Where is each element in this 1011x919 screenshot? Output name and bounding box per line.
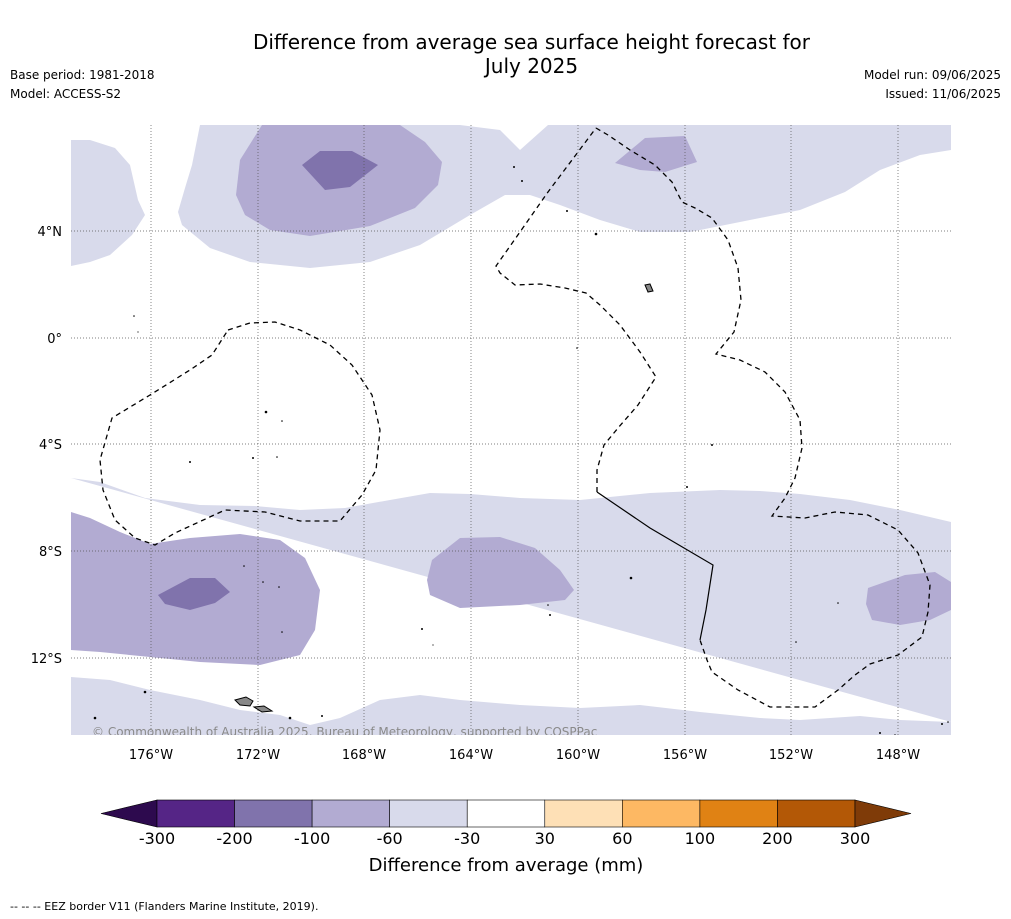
model-run: Model run: 09/06/2025 <box>863 68 1001 82</box>
colorbar-segment <box>311 799 390 828</box>
colorbar-tick-label: 30 <box>535 829 555 848</box>
colorbar-tick-labels: -300 -200 -100 -60 -30 30 60 100 200 300 <box>139 829 870 848</box>
lat-label-0: 0° <box>47 332 62 347</box>
colorbar-tick-label: -60 <box>377 829 403 848</box>
longitude-labels: 176°W 172°W 168°W 164°W 160°W 156°W 152°… <box>129 748 920 763</box>
base-period: Base period: 1981-2018 <box>10 68 155 82</box>
title-line-2: July 2025 <box>484 54 579 78</box>
issued-date: Issued: 11/06/2025 <box>885 87 1001 101</box>
lon-label-164w: 164°W <box>449 748 493 763</box>
run-info: Model run: 09/06/2025 Issued: 11/06/2025 <box>864 66 1001 104</box>
island-upolu <box>252 705 274 713</box>
model-name: Model: ACCESS-S2 <box>10 87 122 101</box>
colorbar-arrow-high <box>854 799 912 828</box>
anomaly-region-south-light <box>71 478 951 735</box>
lon-label-152w: 152°W <box>769 748 813 763</box>
colorbar <box>100 799 912 828</box>
colorbar-segment <box>544 799 623 828</box>
colorbar-segment <box>466 799 546 828</box>
eez-legend-note: -- -- -- EEZ border V11 (Flanders Marine… <box>10 900 319 913</box>
lon-label-160w: 160°W <box>556 748 600 763</box>
colorbar-segment <box>389 799 468 828</box>
colorbar-segment <box>699 799 778 828</box>
small-islets <box>93 166 949 735</box>
lon-label-148w: 148°W <box>876 748 920 763</box>
colorbar-tick-label: -200 <box>216 829 252 848</box>
model-info: Base period: 1981-2018 Model: ACCESS-S2 <box>10 66 155 104</box>
island-atoll <box>644 283 654 293</box>
anomaly-region-south-central-medium <box>427 537 574 608</box>
colorbar-segment <box>156 799 235 828</box>
copyright-text: © Commonwealth of Australia 2025, Bureau… <box>92 725 597 739</box>
colorbar-tick-label: 300 <box>840 829 871 848</box>
eez-border-solid <box>596 491 714 641</box>
colorbar-tick-label: 200 <box>762 829 793 848</box>
lat-label-4s: 4°S <box>39 438 62 453</box>
lat-label-8s: 8°S <box>39 545 62 560</box>
colorbar-segment <box>234 799 313 828</box>
title-line-1: Difference from average sea surface heig… <box>252 30 811 54</box>
lat-label-12s: 12°S <box>31 652 62 667</box>
eez-borders <box>99 127 931 708</box>
lon-label-172w: 172°W <box>236 748 280 763</box>
islands <box>234 283 654 713</box>
lon-label-156w: 156°W <box>663 748 707 763</box>
map-area: © Commonwealth of Australia 2025, Bureau… <box>71 125 951 739</box>
colorbar-tick-label: -100 <box>294 829 330 848</box>
latitude-labels: 4°N 0° 4°S 8°S 12°S <box>31 225 62 667</box>
anomaly-region-northeast-medium <box>615 136 697 172</box>
colorbar-segment <box>622 799 701 828</box>
colorbar-title: Difference from average (mm) <box>369 855 644 876</box>
colorbar-tick-label: -30 <box>454 829 480 848</box>
island-savaii <box>234 696 254 707</box>
lon-label-176w: 176°W <box>129 748 173 763</box>
lat-label-4n: 4°N <box>38 225 63 240</box>
colorbar-tick-label: 100 <box>685 829 716 848</box>
colorbar-tick-label: 60 <box>612 829 632 848</box>
anomaly-region-southwest-dark <box>158 578 230 610</box>
lon-label-168w: 168°W <box>342 748 386 763</box>
anomaly-region-north-light <box>71 140 145 266</box>
colorbar-segment <box>777 799 856 828</box>
colorbar-arrow-low <box>100 799 158 828</box>
chart-title: Difference from average sea surface heig… <box>0 30 1011 78</box>
anomaly-region-north-dark <box>302 151 378 190</box>
colorbar-tick-label: -300 <box>139 829 175 848</box>
